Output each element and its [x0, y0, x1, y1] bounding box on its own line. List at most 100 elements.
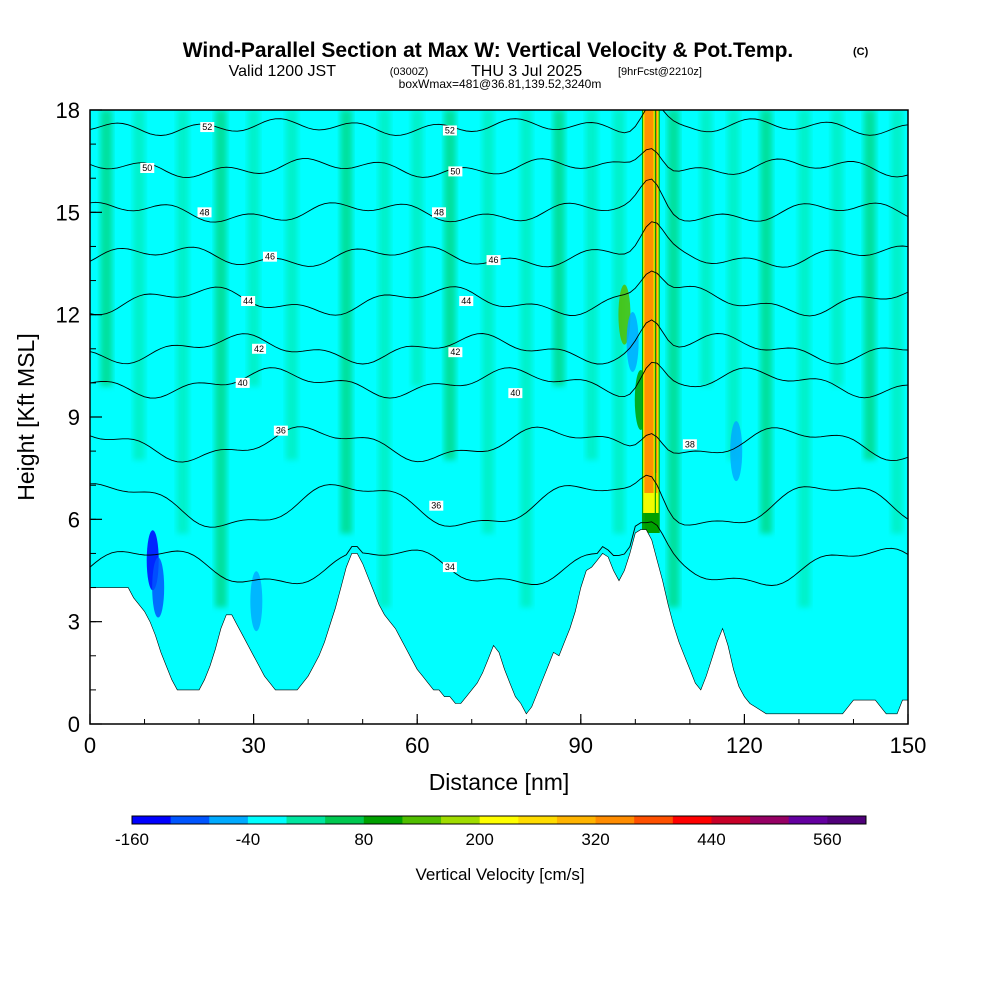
- colorbar-swatch: [827, 816, 867, 824]
- y-tick-label: 3: [68, 610, 80, 635]
- colorbar-swatch: [518, 816, 558, 824]
- colorbar-tick-label: -40: [236, 830, 261, 849]
- velocity-streak: [585, 110, 598, 460]
- contour-label: 52: [202, 122, 212, 132]
- y-axis: 0 3 6 9 12 15 18: [56, 98, 102, 737]
- theta-contour: [90, 361, 908, 399]
- velocity-field-base: [90, 110, 908, 724]
- contour-label-bg: [682, 439, 697, 450]
- velocity-streak: [340, 110, 353, 534]
- contour-label-bg: [442, 125, 457, 136]
- colorbar-tick-label: -160: [115, 830, 149, 849]
- colorbar-tick-label: 200: [465, 830, 493, 849]
- colorbar-swatch: [325, 816, 365, 824]
- theta-contour: [90, 521, 908, 586]
- theta-contour-labels: 34 36 36 38 40 40 42 42 44 44 46 46 48 48 50 50 52 52: [140, 122, 697, 573]
- velocity-streak: [863, 110, 876, 460]
- colorbar-tick-label: 440: [697, 830, 725, 849]
- x-tick-label: 0: [84, 733, 96, 758]
- y-tick-label: 12: [56, 303, 80, 328]
- colorbar-swatch: [402, 816, 442, 824]
- colorbar-frame: [131, 815, 867, 825]
- contour-label: 36: [431, 501, 441, 511]
- colorbar-swatch: [634, 816, 674, 824]
- colorbar-swatch: [209, 816, 249, 824]
- velocity-streak: [891, 110, 904, 534]
- velocity-streak: [247, 110, 260, 387]
- contour-label: 42: [254, 344, 264, 354]
- colorbar-swatch: [441, 816, 481, 824]
- downdraft-cell: [152, 557, 165, 618]
- contour-label-bg: [442, 562, 457, 573]
- chart-subtitle: Valid 1200 JST (0300Z) THU 3 Jul 2025 [9…: [229, 63, 702, 80]
- colorbar-label: Vertical Velocity [cm/s]: [415, 865, 584, 884]
- colorbar-swatch: [170, 816, 210, 824]
- chart-title: Wind-Parallel Section at Max W: Vertical…: [183, 39, 794, 62]
- contour-label: 44: [243, 296, 253, 306]
- contour-label: 38: [685, 439, 695, 449]
- contour-label-bg: [508, 388, 523, 399]
- forecast-info: [9hrFcst@2210z]: [618, 66, 702, 78]
- theta-contour: [90, 148, 908, 179]
- contour-label-bg: [459, 296, 474, 307]
- valid-time-prefix: Valid 1200 JST: [229, 63, 337, 80]
- velocity-streak: [285, 110, 298, 460]
- colorbar: -160 -40 80 200 320 440 560: [115, 815, 867, 849]
- velocity-streak: [798, 110, 811, 608]
- velocity-streak: [100, 110, 113, 387]
- velocity-streak: [700, 110, 713, 387]
- contour-label-bg: [429, 500, 444, 511]
- velocity-streak: [667, 110, 680, 608]
- y-tick-label: 18: [56, 98, 80, 123]
- contour-label-bg: [262, 251, 277, 262]
- contour-label-bg: [448, 166, 463, 177]
- colorbar-swatch: [247, 816, 288, 824]
- velocity-streak: [520, 110, 533, 608]
- colorbar-tick-label: 560: [813, 830, 841, 849]
- contour-label: 50: [142, 163, 152, 173]
- contour-label: 52: [445, 125, 455, 135]
- velocity-streak: [831, 110, 844, 387]
- theta-contour: [90, 178, 908, 223]
- contour-label: 42: [450, 347, 460, 357]
- velocity-streak: [552, 110, 565, 387]
- contour-label: 40: [238, 378, 248, 388]
- y-axis-label: Height [Kft MSL]: [13, 333, 39, 500]
- colorbar-swatch: [132, 816, 172, 824]
- contour-label-bg: [197, 207, 212, 218]
- velocity-streak: [727, 110, 740, 460]
- theta-contour: [90, 426, 908, 463]
- contour-label: 36: [276, 426, 286, 436]
- colorbar-swatch: [595, 816, 635, 824]
- velocity-streak: [482, 110, 495, 534]
- velocity-streak: [176, 110, 189, 534]
- contour-label-bg: [140, 162, 155, 173]
- contour-label-bg: [432, 207, 447, 218]
- theta-contour: [90, 110, 908, 136]
- contour-label: 50: [450, 166, 460, 176]
- updraft-core: [644, 110, 654, 493]
- colorbar-swatch: [672, 816, 712, 824]
- copyright-mark: (C): [853, 46, 869, 58]
- colorbar-swatch: [750, 816, 790, 824]
- contour-label-bg: [252, 343, 267, 354]
- downdraft-cell: [250, 571, 263, 632]
- contour-label: 40: [510, 388, 520, 398]
- valid-time-zulu: (0300Z): [390, 66, 429, 78]
- velocity-streak: [133, 110, 146, 460]
- x-tick-label: 30: [241, 733, 265, 758]
- x-axis: 0 30 60 90 120 150: [84, 714, 926, 758]
- x-axis-label: Distance [nm]: [429, 769, 570, 795]
- y-tick-label: 6: [68, 507, 80, 532]
- x-tick-label: 90: [569, 733, 593, 758]
- contour-label: 48: [434, 207, 444, 217]
- velocity-streak: [443, 110, 456, 460]
- colorbar-tick-label: 80: [354, 830, 373, 849]
- theta-contour: [90, 319, 908, 365]
- contour-label: 34: [445, 562, 455, 572]
- contour-label-bg: [241, 296, 256, 307]
- downdraft-cell: [730, 421, 743, 482]
- colorbar-swatch: [788, 816, 828, 824]
- x-tick-label: 60: [405, 733, 429, 758]
- contour-label: 48: [200, 207, 210, 217]
